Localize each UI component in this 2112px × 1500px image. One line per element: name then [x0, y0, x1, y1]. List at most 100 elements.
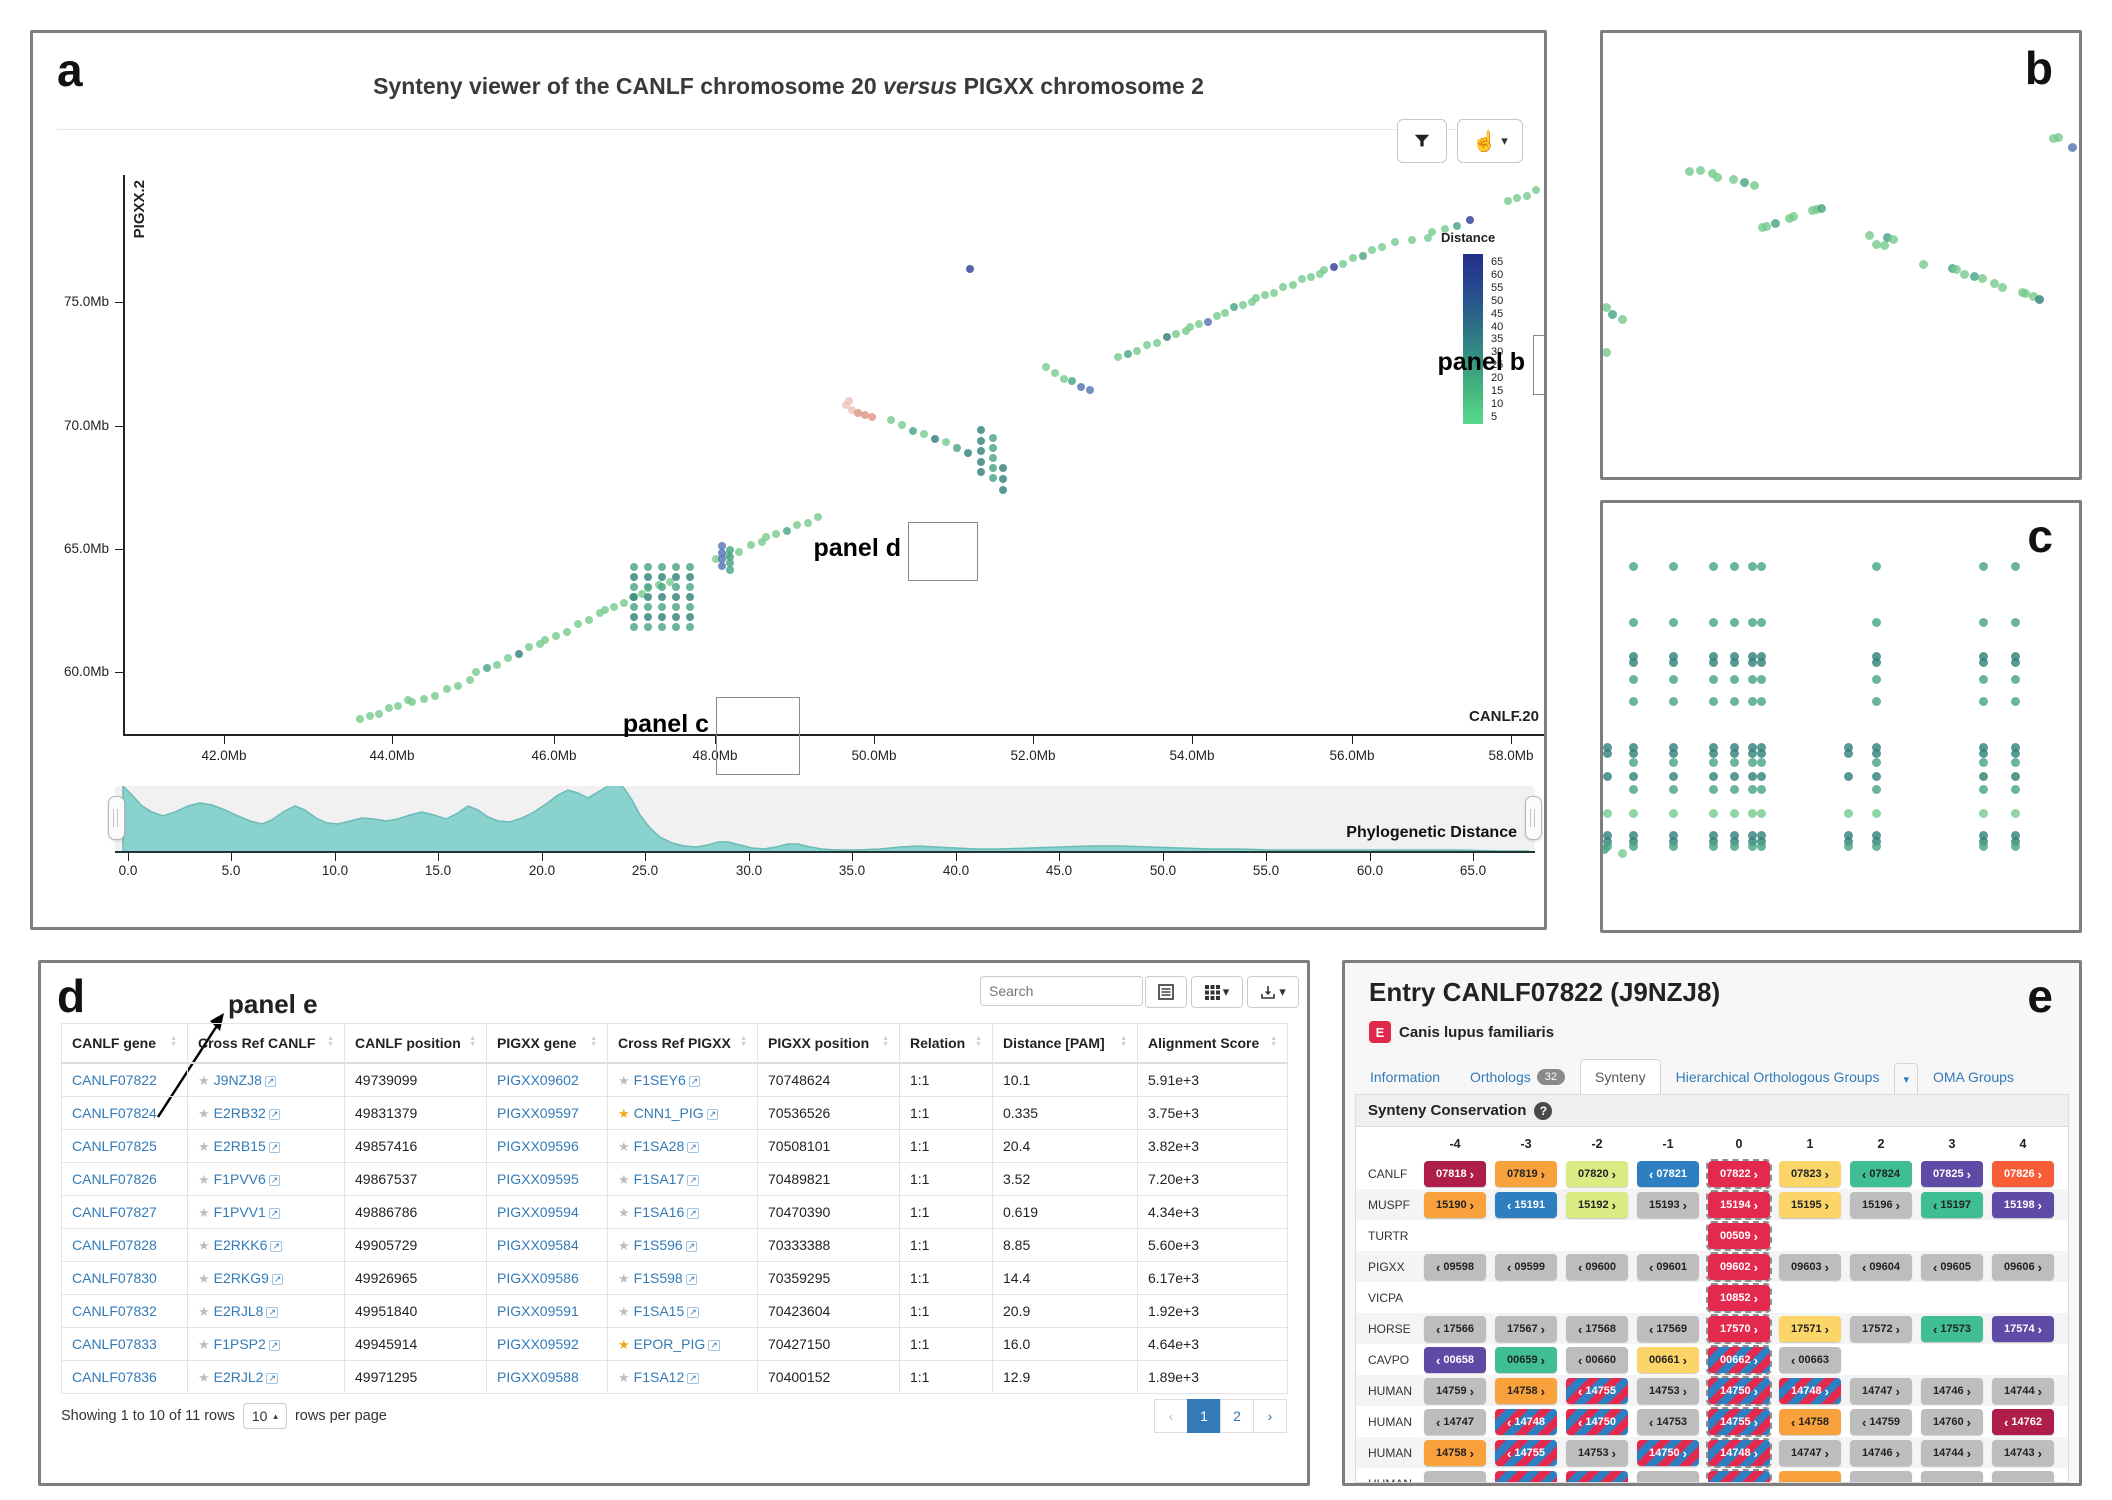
- star-icon[interactable]: ★: [618, 1105, 630, 1121]
- gene-box[interactable]: ‹ 14759: [1850, 1409, 1912, 1435]
- external-link-icon[interactable]: ↗: [268, 1108, 281, 1120]
- pagination-page[interactable]: 1: [1187, 1399, 1221, 1433]
- gene-box[interactable]: 14750 ›: [1706, 1376, 1772, 1406]
- gene-box[interactable]: 09602 ›: [1706, 1252, 1772, 1282]
- gene-box[interactable]: ›: [1495, 1471, 1557, 1482]
- gene-box[interactable]: 00661 ›: [1637, 1347, 1699, 1373]
- gene-box[interactable]: 14747 ›: [1850, 1378, 1912, 1404]
- gene-link[interactable]: CANLF07827: [72, 1204, 157, 1220]
- external-link-icon[interactable]: ↗: [268, 1339, 281, 1351]
- gene-box[interactable]: 14753 ›: [1637, 1378, 1699, 1404]
- gene-box[interactable]: 07825 ›: [1921, 1161, 1983, 1187]
- gene-box[interactable]: 15195 ›: [1779, 1192, 1841, 1218]
- crossref-link[interactable]: F1SA12: [633, 1368, 685, 1385]
- gene-box[interactable]: 14755 ›: [1706, 1407, 1772, 1437]
- gene-box[interactable]: ‹ 14753: [1637, 1409, 1699, 1435]
- gene-link[interactable]: CANLF07836: [72, 1369, 157, 1385]
- gene-box[interactable]: 14750 ›: [1637, 1440, 1699, 1466]
- star-icon[interactable]: ★: [618, 1369, 630, 1385]
- crossref-link[interactable]: F1PSP2: [213, 1335, 266, 1352]
- gene-link[interactable]: CANLF07826: [72, 1171, 157, 1187]
- gene-link[interactable]: PIGXX09592: [497, 1336, 579, 1352]
- tab-synteny[interactable]: Synteny: [1580, 1059, 1661, 1095]
- gene-box[interactable]: ‹ 14747: [1424, 1409, 1486, 1435]
- gene-link[interactable]: CANLF07828: [72, 1237, 157, 1253]
- pointer-tool-button[interactable]: ☝ ▾: [1457, 119, 1523, 163]
- tab-dropdown-caret[interactable]: ▾: [1894, 1063, 1918, 1095]
- star-icon[interactable]: ★: [198, 1303, 210, 1319]
- gene-box[interactable]: 14748 ›: [1706, 1438, 1772, 1468]
- star-icon[interactable]: ★: [618, 1171, 630, 1187]
- sort-icon[interactable]: ▲ ▼: [469, 1035, 476, 1048]
- gene-box[interactable]: 17571 ›: [1779, 1316, 1841, 1342]
- gene-box[interactable]: ‹ 17573: [1921, 1316, 1983, 1342]
- star-icon[interactable]: ★: [198, 1138, 210, 1154]
- gene-box[interactable]: 09603 ›: [1779, 1254, 1841, 1280]
- external-link-icon[interactable]: ↗: [687, 1372, 699, 1384]
- gene-box[interactable]: ‹ 09604: [1850, 1254, 1912, 1280]
- crossref-link[interactable]: F1PVV1: [213, 1203, 266, 1220]
- external-link-icon[interactable]: ↗: [264, 1075, 277, 1087]
- gene-box[interactable]: 00659 ›: [1495, 1347, 1557, 1373]
- gene-link[interactable]: CANLF07833: [72, 1336, 157, 1352]
- gene-box[interactable]: ‹ 14748: [1495, 1409, 1557, 1435]
- gene-box[interactable]: 07820 ›: [1566, 1161, 1628, 1187]
- gene-box[interactable]: ›: [1921, 1471, 1983, 1482]
- table-column-header[interactable]: PIGXX position ▲ ▼: [757, 1023, 900, 1064]
- external-link-icon[interactable]: ↗: [268, 1207, 281, 1219]
- gene-link[interactable]: CANLF07822: [72, 1072, 157, 1088]
- gene-box[interactable]: 14743 ›: [1992, 1440, 2054, 1466]
- gene-link[interactable]: PIGXX09602: [497, 1072, 579, 1088]
- gene-box[interactable]: 09606 ›: [1992, 1254, 2054, 1280]
- star-icon[interactable]: ★: [198, 1369, 210, 1385]
- table-column-header[interactable]: CANLF gene ▲ ▼: [61, 1023, 188, 1064]
- gene-link[interactable]: CANLF07830: [72, 1270, 157, 1286]
- gene-box[interactable]: ‹ 15191: [1495, 1192, 1557, 1218]
- pagination-page[interactable]: 2: [1220, 1399, 1254, 1433]
- sort-icon[interactable]: ▲ ▼: [882, 1035, 889, 1048]
- gene-box[interactable]: 15193 ›: [1637, 1192, 1699, 1218]
- gene-box[interactable]: ‹ 15197: [1921, 1192, 1983, 1218]
- crossref-link[interactable]: E2RB15: [213, 1137, 266, 1154]
- gene-box[interactable]: ‹ 14755: [1566, 1378, 1628, 1404]
- crossref-link[interactable]: E2RJL2: [213, 1368, 264, 1385]
- gene-box[interactable]: 14744 ›: [1921, 1440, 1983, 1466]
- gene-link[interactable]: PIGXX09596: [497, 1138, 579, 1154]
- tab-oma-groups[interactable]: OMA Groups: [1918, 1059, 2029, 1095]
- star-icon[interactable]: ★: [198, 1072, 210, 1088]
- star-icon[interactable]: ★: [198, 1204, 210, 1220]
- gene-box[interactable]: ‹ 17568: [1566, 1316, 1628, 1342]
- star-icon[interactable]: ★: [618, 1237, 630, 1253]
- star-icon[interactable]: ★: [618, 1336, 630, 1352]
- gene-box[interactable]: 17567 ›: [1495, 1316, 1557, 1342]
- gene-box[interactable]: 15196 ›: [1850, 1192, 1912, 1218]
- table-column-header[interactable]: Alignment Score ▲ ▼: [1137, 1023, 1288, 1064]
- rows-per-page-select[interactable]: 10 ▴: [242, 1403, 287, 1429]
- gene-box[interactable]: 14746 ›: [1850, 1440, 1912, 1466]
- gene-box[interactable]: ‹ 00658: [1424, 1347, 1486, 1373]
- sort-icon[interactable]: ▲ ▼: [590, 1035, 597, 1048]
- tab-information[interactable]: Information: [1355, 1059, 1455, 1095]
- gene-box[interactable]: ›: [1850, 1471, 1912, 1482]
- gene-link[interactable]: PIGXX09591: [497, 1303, 579, 1319]
- gene-box[interactable]: ‹ 07824: [1850, 1161, 1912, 1187]
- gene-box[interactable]: 15192 ›: [1566, 1192, 1628, 1218]
- gene-box[interactable]: ›: [1566, 1471, 1628, 1482]
- gene-box[interactable]: 14746 ›: [1921, 1378, 1983, 1404]
- filter-button[interactable]: [1397, 119, 1447, 163]
- help-icon[interactable]: ?: [1534, 1101, 1553, 1120]
- gene-box[interactable]: ‹ 00660: [1566, 1347, 1628, 1373]
- gene-box[interactable]: 17574 ›: [1992, 1316, 2054, 1342]
- external-link-icon[interactable]: ↗: [687, 1207, 699, 1219]
- gene-box[interactable]: ‹ 09601: [1637, 1254, 1699, 1280]
- table-column-header[interactable]: Distance [PAM] ▲ ▼: [992, 1023, 1138, 1064]
- columns-button[interactable]: ▾: [1191, 976, 1243, 1008]
- gene-box[interactable]: 10852 ›: [1706, 1283, 1772, 1313]
- gene-box[interactable]: 15190 ›: [1424, 1192, 1486, 1218]
- pagination-next[interactable]: ›: [1253, 1399, 1287, 1433]
- gene-box[interactable]: ›: [1992, 1471, 2054, 1482]
- gene-box[interactable]: 07818 ›: [1424, 1161, 1486, 1187]
- sort-icon[interactable]: ▲ ▼: [1270, 1035, 1277, 1048]
- gene-box[interactable]: ‹ 17569: [1637, 1316, 1699, 1342]
- gene-box[interactable]: 14760 ›: [1921, 1409, 1983, 1435]
